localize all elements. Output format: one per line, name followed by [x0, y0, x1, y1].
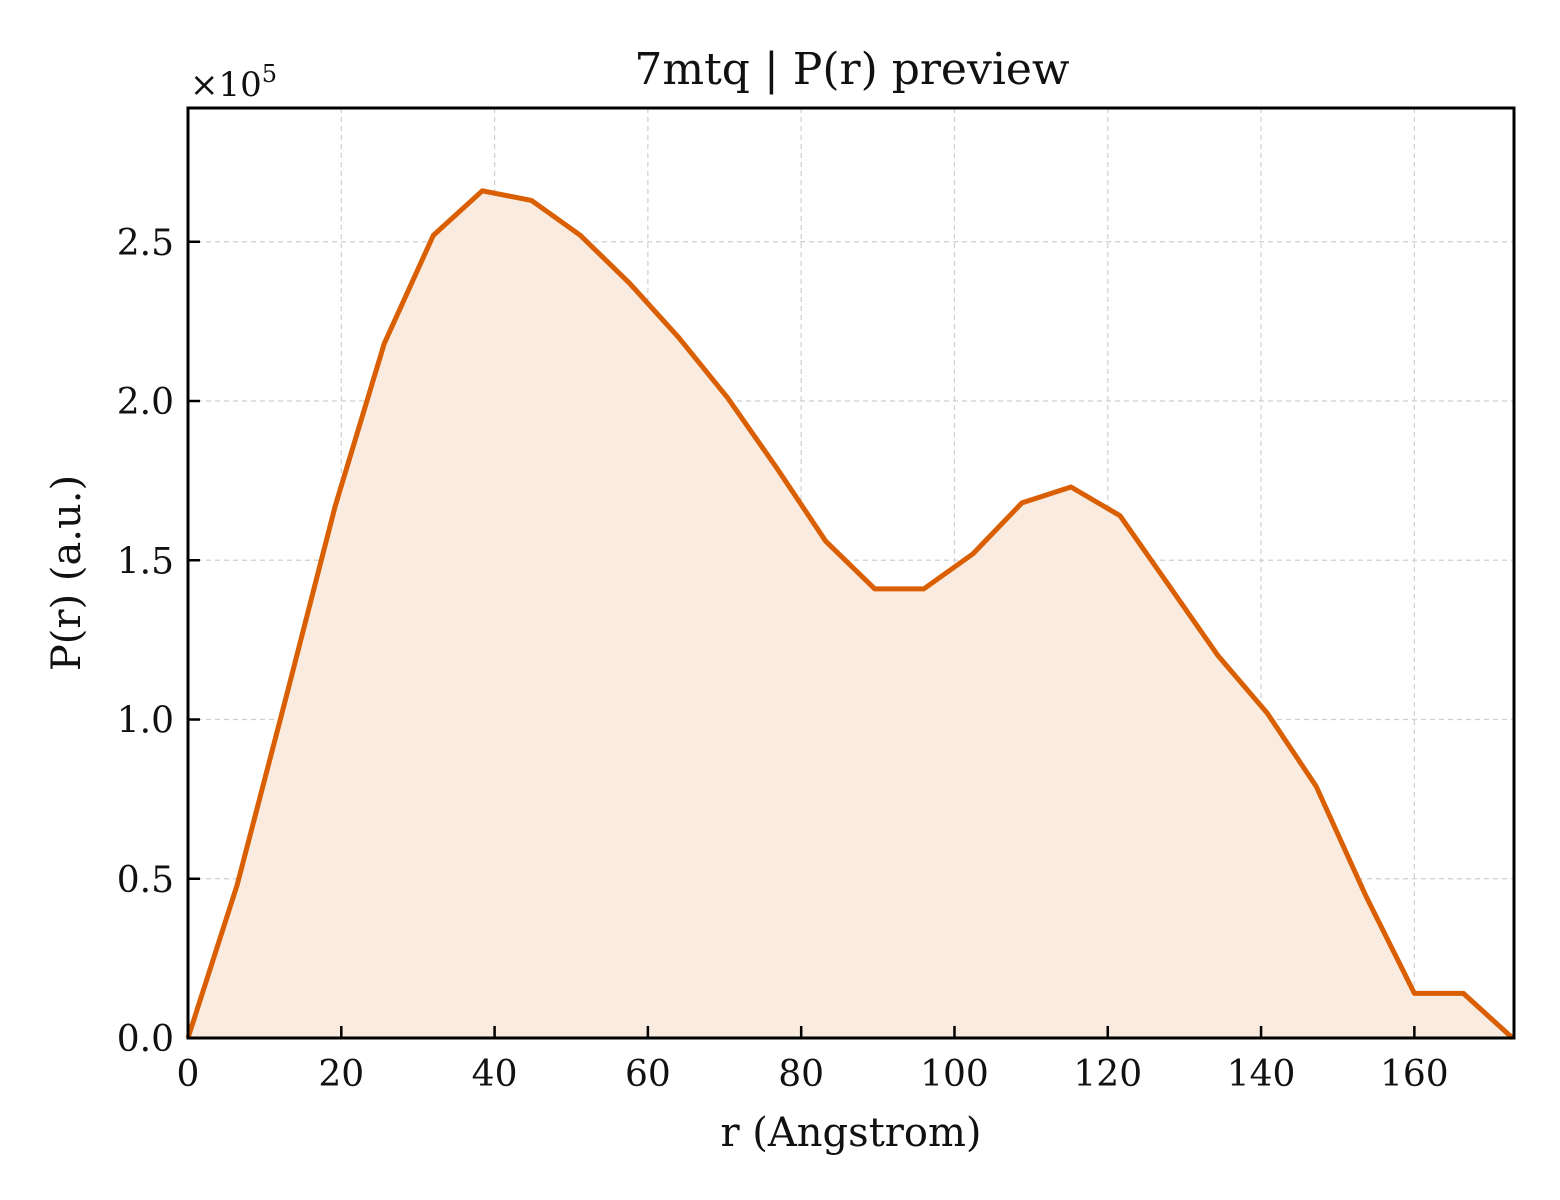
y-offset-label: ×105 [190, 60, 277, 105]
y-axis-ticks: 0.0 0.5 1.0 1.5 2.0 2.5 [117, 223, 200, 1060]
y-tick-label: 0.5 [117, 860, 174, 901]
area-fill-layer [188, 190, 1513, 1039]
series-line-layer [185, 188, 1515, 1040]
y-tick-label: 1.5 [117, 541, 174, 582]
x-tick-label: 20 [318, 1054, 364, 1095]
chart-title: 7mtq | P(r) preview [634, 44, 1070, 95]
x-tick-label: 80 [778, 1054, 824, 1095]
y-tick-label: 1.0 [117, 701, 174, 742]
y-offset-exponent: 5 [262, 60, 277, 88]
x-tick-label: 40 [472, 1054, 518, 1095]
x-tick-label: 0 [177, 1054, 200, 1095]
series-line [185, 188, 1515, 1040]
plot-frame [186, 106, 1516, 1040]
x-tick-label: 100 [920, 1054, 989, 1095]
x-axis-label: r (Angstrom) [720, 1110, 981, 1156]
y-axis-label: P(r) (a.u.) [44, 475, 90, 671]
y-tick-label: 2.0 [117, 382, 174, 423]
y-tick-label: 2.5 [117, 223, 174, 264]
y-tick-label: 0.0 [117, 1019, 174, 1060]
x-tick-label: 160 [1380, 1054, 1449, 1095]
x-tick-label: 140 [1227, 1054, 1296, 1095]
area-fill [188, 190, 1513, 1039]
x-tick-label: 120 [1073, 1054, 1142, 1095]
x-axis-ticks: 0 20 40 60 80 100 120 140 160 [177, 1026, 1449, 1095]
x-tick-label: 60 [625, 1054, 671, 1095]
